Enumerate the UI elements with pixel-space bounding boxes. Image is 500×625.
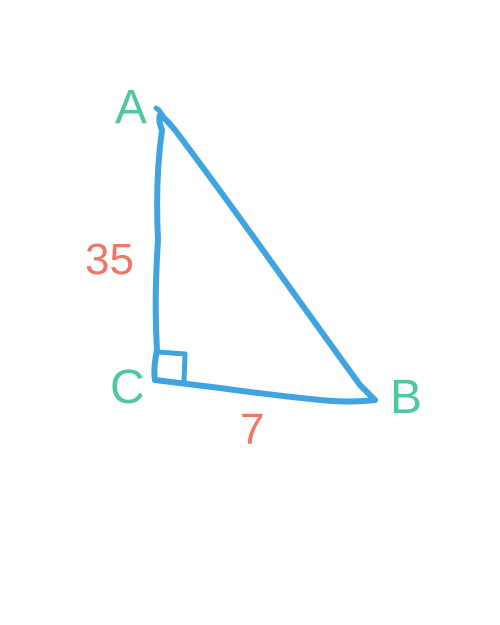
right-angle-marker bbox=[158, 352, 185, 382]
side-label-cb: 7 bbox=[240, 405, 264, 455]
side-ab bbox=[160, 115, 375, 400]
vertex-label-c: C bbox=[110, 360, 145, 415]
side-ac bbox=[154, 115, 162, 380]
vertex-label-b: B bbox=[390, 370, 422, 425]
triangle-diagram bbox=[0, 0, 500, 625]
triangle-shape bbox=[154, 108, 375, 402]
side-cb bbox=[155, 380, 375, 402]
vertex-label-a: A bbox=[115, 80, 147, 135]
side-label-ac: 35 bbox=[85, 235, 134, 285]
